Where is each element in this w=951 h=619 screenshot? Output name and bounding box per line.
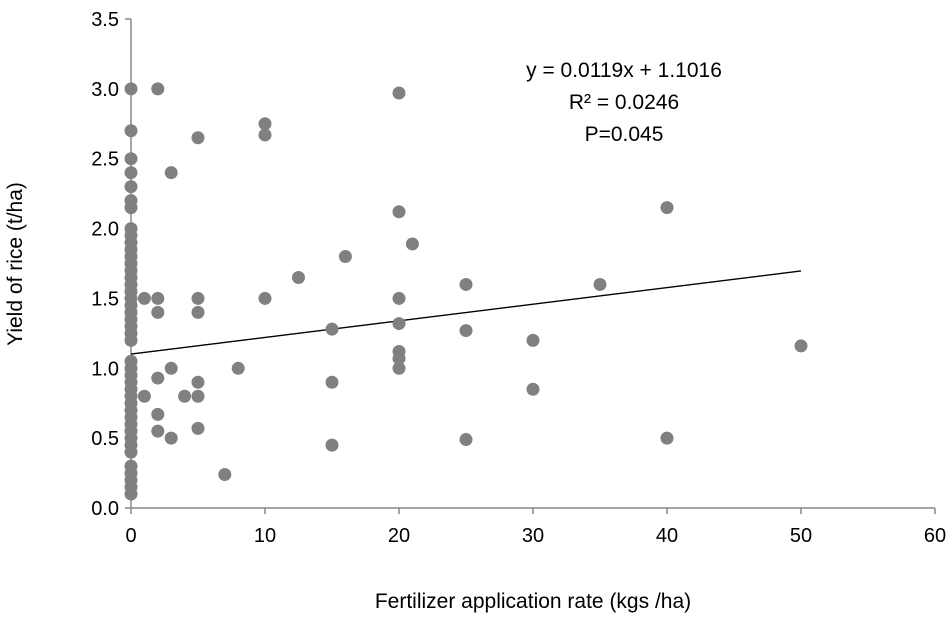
- x-tick-label: 60: [924, 525, 946, 547]
- data-point: [151, 371, 165, 385]
- data-point: [191, 291, 205, 305]
- data-point: [405, 237, 419, 251]
- data-point: [338, 250, 352, 264]
- data-point: [151, 291, 165, 305]
- data-point: [459, 277, 473, 291]
- y-tick-label: 3.5: [91, 9, 119, 31]
- x-tick-label: 30: [522, 525, 544, 547]
- data-point: [151, 407, 165, 421]
- data-points: [124, 82, 808, 501]
- data-point: [258, 128, 272, 142]
- y-tick-label: 0.5: [91, 428, 119, 450]
- data-point: [151, 305, 165, 319]
- data-point: [593, 277, 607, 291]
- y-tick-label: 1.0: [91, 358, 119, 380]
- y-tick-label: 3.0: [91, 79, 119, 101]
- data-point: [124, 333, 138, 347]
- data-point: [164, 431, 178, 445]
- data-point: [124, 201, 138, 215]
- x-tick-label: 40: [656, 525, 678, 547]
- data-point: [191, 131, 205, 145]
- data-point: [124, 166, 138, 180]
- data-point: [325, 322, 339, 336]
- equation-text: y = 0.0119x + 1.1016: [526, 59, 722, 82]
- data-point: [459, 433, 473, 447]
- data-point: [151, 82, 165, 96]
- data-point: [392, 291, 406, 305]
- y-tick-label: 0.0: [91, 498, 119, 520]
- data-point: [137, 389, 151, 403]
- data-point: [392, 352, 406, 366]
- y-tick-label: 1.5: [91, 288, 119, 310]
- data-point: [191, 421, 205, 435]
- data-point: [459, 324, 473, 338]
- x-tick-label: 10: [254, 525, 276, 547]
- x-tick-label: 20: [388, 525, 410, 547]
- data-point: [191, 305, 205, 319]
- data-point: [258, 117, 272, 131]
- data-point: [124, 180, 138, 194]
- axes: [130, 19, 935, 509]
- data-point: [191, 389, 205, 403]
- y-tick-label: 2.5: [91, 149, 119, 171]
- trendline: [130, 270, 802, 355]
- data-point: [392, 317, 406, 331]
- data-point: [137, 291, 151, 305]
- data-point: [526, 333, 540, 347]
- data-point: [392, 361, 406, 375]
- r-squared-text: R² = 0.0246: [569, 91, 679, 114]
- data-point: [794, 339, 808, 353]
- data-point: [124, 82, 138, 96]
- data-point: [325, 438, 339, 452]
- x-tick-label: 50: [790, 525, 812, 547]
- data-point: [151, 424, 165, 438]
- data-point: [660, 201, 674, 215]
- data-point: [124, 124, 138, 138]
- y-axis-title: Yield of rice (t/ha): [4, 182, 27, 346]
- data-point: [392, 86, 406, 100]
- data-point: [124, 152, 138, 166]
- data-point: [526, 382, 540, 396]
- data-point: [292, 270, 305, 284]
- x-tick-label: 0: [125, 525, 136, 547]
- data-point: [164, 166, 178, 180]
- data-point: [164, 361, 178, 375]
- data-point: [124, 445, 138, 459]
- data-point: [660, 431, 674, 445]
- data-point: [392, 205, 406, 219]
- data-point: [191, 375, 205, 389]
- data-point: [178, 389, 192, 403]
- data-point: [258, 291, 272, 305]
- data-point: [231, 361, 245, 375]
- p-value-text: P=0.045: [585, 123, 664, 146]
- data-point: [218, 467, 232, 481]
- data-point: [325, 375, 339, 389]
- tick-labels: 0.0 0.5 1.0 1.5 2.0 2.5 3.0 3.5 0 10 20 30 40 50 60: [91, 9, 946, 547]
- y-tick-label: 2.0: [91, 219, 119, 241]
- x-axis-title: Fertilizer application rate (kgs /ha): [375, 590, 691, 613]
- regression-equation: y = 0.0119x + 1.1016 R² = 0.0246 P=0.045: [526, 59, 722, 146]
- data-point: [124, 487, 138, 501]
